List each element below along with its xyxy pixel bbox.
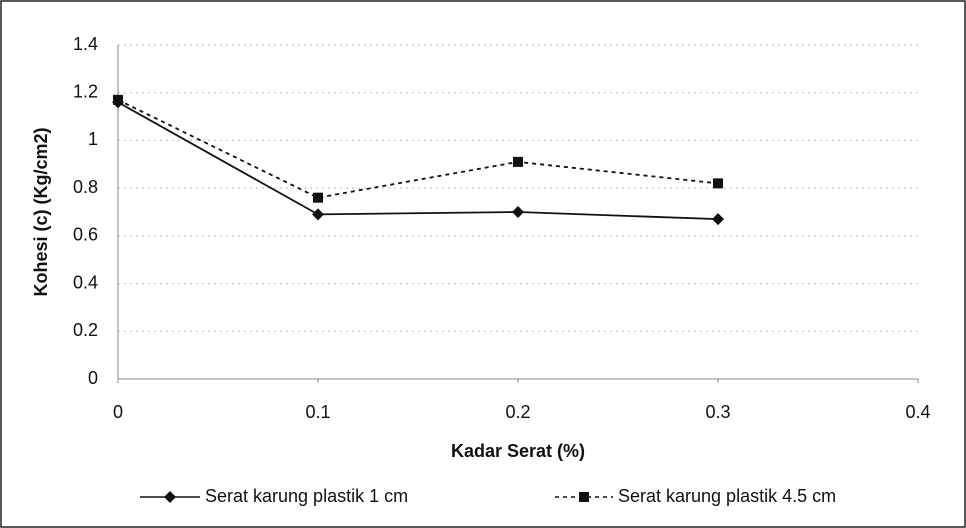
legend-label: Serat karung plastik 4.5 cm [618,486,836,506]
data-point [312,208,324,221]
x-tick-label: 0.3 [705,402,730,422]
y-tick-label: 0.4 [73,272,98,292]
x-tick-label: 0.4 [905,402,930,422]
x-axis-title: Kadar Serat (%) [451,441,585,461]
y-tick-label: 1 [88,129,98,149]
x-tick-label: 0 [113,402,123,422]
data-point [513,156,523,167]
y-tick-label: 0.6 [73,225,98,245]
x-tick-label: 0.1 [305,402,330,422]
data-point [512,206,524,218]
series-line [117,101,719,221]
y-tick-label: 0.8 [73,177,98,197]
y-tick-label: 0 [88,368,98,388]
legend-marker [164,491,176,503]
data-point [712,213,724,226]
y-axis-title: Kohesi (c) (Kg/cm2) [31,127,51,296]
y-tick-label: 1.2 [73,81,98,101]
data-point [713,178,723,189]
y-tick-label: 0.2 [73,320,98,340]
legend-label: Serat karung plastik 1 cm [205,486,408,506]
data-point [113,94,123,105]
legend-marker [579,492,589,502]
data-point [313,192,323,203]
y-tick-label: 1.4 [73,34,98,54]
x-tick-label: 0.2 [505,402,530,422]
